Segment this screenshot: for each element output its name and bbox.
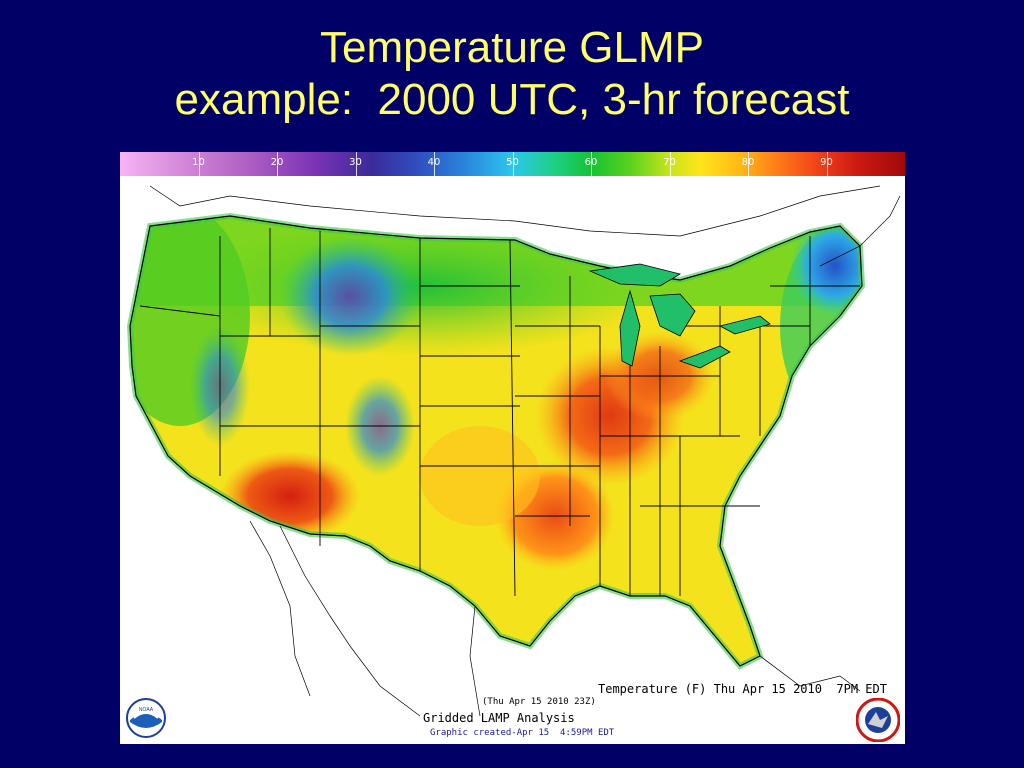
title-line-2: example: 2000 UTC, 3-hr forecast: [174, 75, 850, 124]
map-product-name: Gridded LAMP Analysis: [423, 711, 575, 725]
map-created-text: Graphic created-Apr 15 4:59PM EDT: [430, 728, 615, 738]
colorbar-tick-label: 10: [192, 157, 205, 168]
colorbar-tick-label: 60: [584, 157, 598, 168]
colorbar-tick-label: 80: [741, 157, 755, 168]
map-annotation-time: (Thu Apr 15 2010 23Z): [482, 697, 596, 707]
colorbar-tick: [198, 152, 200, 176]
colorbar-tick-label: 90: [820, 157, 833, 168]
colorbar-tick: [277, 152, 278, 176]
temperature-colorbar: 10 20 30 40 50 60 70 80 90: [120, 152, 905, 176]
colorbar-tick: [512, 152, 514, 176]
map-annotation-main: Temperature (F) Thu Apr 15 2010 7PM EDT: [598, 682, 887, 696]
colorbar-tick: [748, 152, 749, 176]
neighbor-outlines: [149, 185, 901, 717]
title-line-1: Temperature GLMP: [320, 23, 704, 72]
nws-logo: [856, 698, 900, 742]
colorbar-tick-label: 20: [270, 157, 284, 168]
noaa-logo-text: NOAA: [139, 707, 154, 713]
colorbar-tick: [669, 152, 671, 176]
noaa-logo: NOAA: [126, 698, 166, 738]
colorbar-tick-label: 50: [506, 157, 519, 168]
slide-title: Temperature GLMP example: 2000 UTC, 3-hr…: [0, 22, 1024, 126]
colorbar-tick-label: 70: [663, 157, 676, 168]
colorbar-tick: [826, 152, 828, 176]
colorbar-tick: [355, 152, 357, 176]
temperature-map-frame: 10 20 30 40 50 60 70 80 90: [120, 152, 905, 744]
temperature-map: [126, 185, 901, 717]
great-lakes: [588, 263, 771, 369]
temperature-field: [130, 216, 862, 666]
colorbar-tick-label: 30: [349, 157, 362, 168]
colorbar-tick-label: 40: [427, 157, 441, 168]
colorbar-tick: [591, 152, 592, 176]
state-borders: [129, 215, 863, 667]
colorbar-tick: [434, 152, 435, 176]
